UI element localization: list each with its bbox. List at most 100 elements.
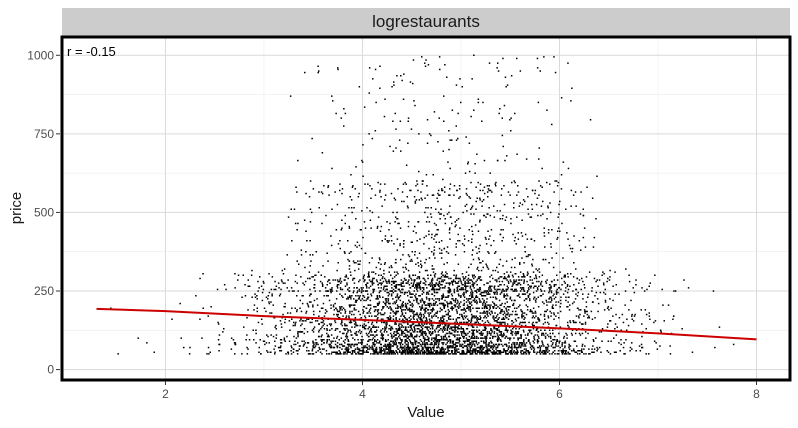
data-point	[478, 247, 480, 250]
data-point	[413, 310, 415, 313]
data-point	[461, 315, 463, 317]
data-point	[459, 288, 461, 291]
data-point	[242, 274, 244, 276]
data-point	[463, 353, 465, 355]
data-point	[431, 194, 434, 196]
data-point	[448, 310, 450, 313]
data-point	[427, 291, 429, 294]
data-point	[389, 332, 392, 335]
data-point	[446, 273, 448, 275]
data-point	[352, 350, 354, 352]
data-point	[405, 306, 408, 308]
data-point	[339, 309, 341, 311]
data-point	[400, 332, 403, 335]
data-point	[322, 307, 324, 309]
data-point	[309, 295, 311, 297]
data-point	[354, 301, 357, 303]
data-point	[542, 293, 544, 295]
data-point	[513, 346, 516, 349]
data-point	[430, 350, 432, 352]
data-point	[431, 326, 434, 328]
data-point	[441, 353, 443, 355]
data-point	[606, 280, 608, 283]
data-point	[336, 335, 339, 338]
data-point	[413, 348, 415, 350]
data-point	[537, 214, 539, 217]
data-point	[438, 282, 441, 284]
data-point	[421, 306, 423, 308]
data-point	[467, 299, 469, 302]
data-point	[418, 287, 421, 289]
data-point	[479, 199, 481, 201]
data-point	[401, 291, 404, 294]
data-point	[529, 299, 531, 302]
data-point	[492, 277, 494, 280]
data-point	[349, 196, 351, 198]
data-point	[339, 346, 341, 349]
data-point	[390, 274, 392, 276]
data-point	[489, 313, 492, 316]
data-point	[395, 147, 397, 149]
data-point	[596, 346, 598, 349]
data-point	[569, 353, 571, 355]
data-point	[421, 287, 423, 289]
data-point	[396, 345, 399, 347]
data-point	[485, 343, 487, 346]
data-point	[410, 293, 412, 295]
data-point	[330, 235, 332, 237]
data-point	[357, 351, 359, 353]
data-point	[443, 353, 445, 355]
data-point	[557, 216, 559, 218]
data-point	[587, 317, 589, 319]
data-point	[264, 343, 266, 346]
data-point	[431, 298, 434, 300]
data-point	[520, 351, 522, 353]
data-point	[535, 298, 538, 300]
data-point	[543, 313, 546, 316]
data-point	[427, 277, 429, 280]
data-point	[380, 225, 383, 228]
data-point	[437, 334, 439, 336]
data-point	[337, 284, 340, 286]
data-point	[403, 73, 405, 75]
data-point	[423, 288, 425, 291]
data-point	[389, 145, 391, 148]
data-point	[379, 340, 381, 342]
data-point	[393, 197, 396, 199]
data-point	[545, 299, 547, 302]
data-point	[473, 299, 475, 302]
data-point	[430, 343, 432, 346]
data-point	[472, 258, 475, 261]
data-point	[294, 340, 296, 342]
data-point	[336, 351, 338, 353]
data-point	[507, 306, 510, 308]
data-point	[341, 288, 344, 291]
data-point	[480, 337, 482, 339]
data-point	[451, 340, 454, 342]
data-point	[505, 260, 508, 262]
data-point	[557, 230, 559, 232]
data-point	[352, 260, 355, 262]
data-point	[552, 304, 554, 306]
data-point	[477, 346, 480, 349]
data-point	[410, 342, 412, 344]
data-point	[326, 324, 328, 327]
data-point	[336, 203, 339, 206]
data-point	[464, 282, 466, 284]
data-point	[466, 348, 468, 350]
data-point	[404, 335, 406, 338]
data-point	[380, 343, 382, 346]
data-point	[463, 277, 465, 280]
data-point	[446, 320, 448, 322]
data-point	[332, 279, 334, 281]
data-point	[321, 284, 324, 286]
data-point	[355, 343, 358, 346]
data-point	[471, 238, 473, 240]
data-point	[584, 331, 587, 333]
data-point	[509, 313, 511, 316]
data-point	[407, 345, 409, 347]
data-point	[399, 343, 402, 346]
data-point	[233, 342, 236, 344]
data-point	[443, 95, 445, 97]
data-point	[504, 219, 507, 221]
